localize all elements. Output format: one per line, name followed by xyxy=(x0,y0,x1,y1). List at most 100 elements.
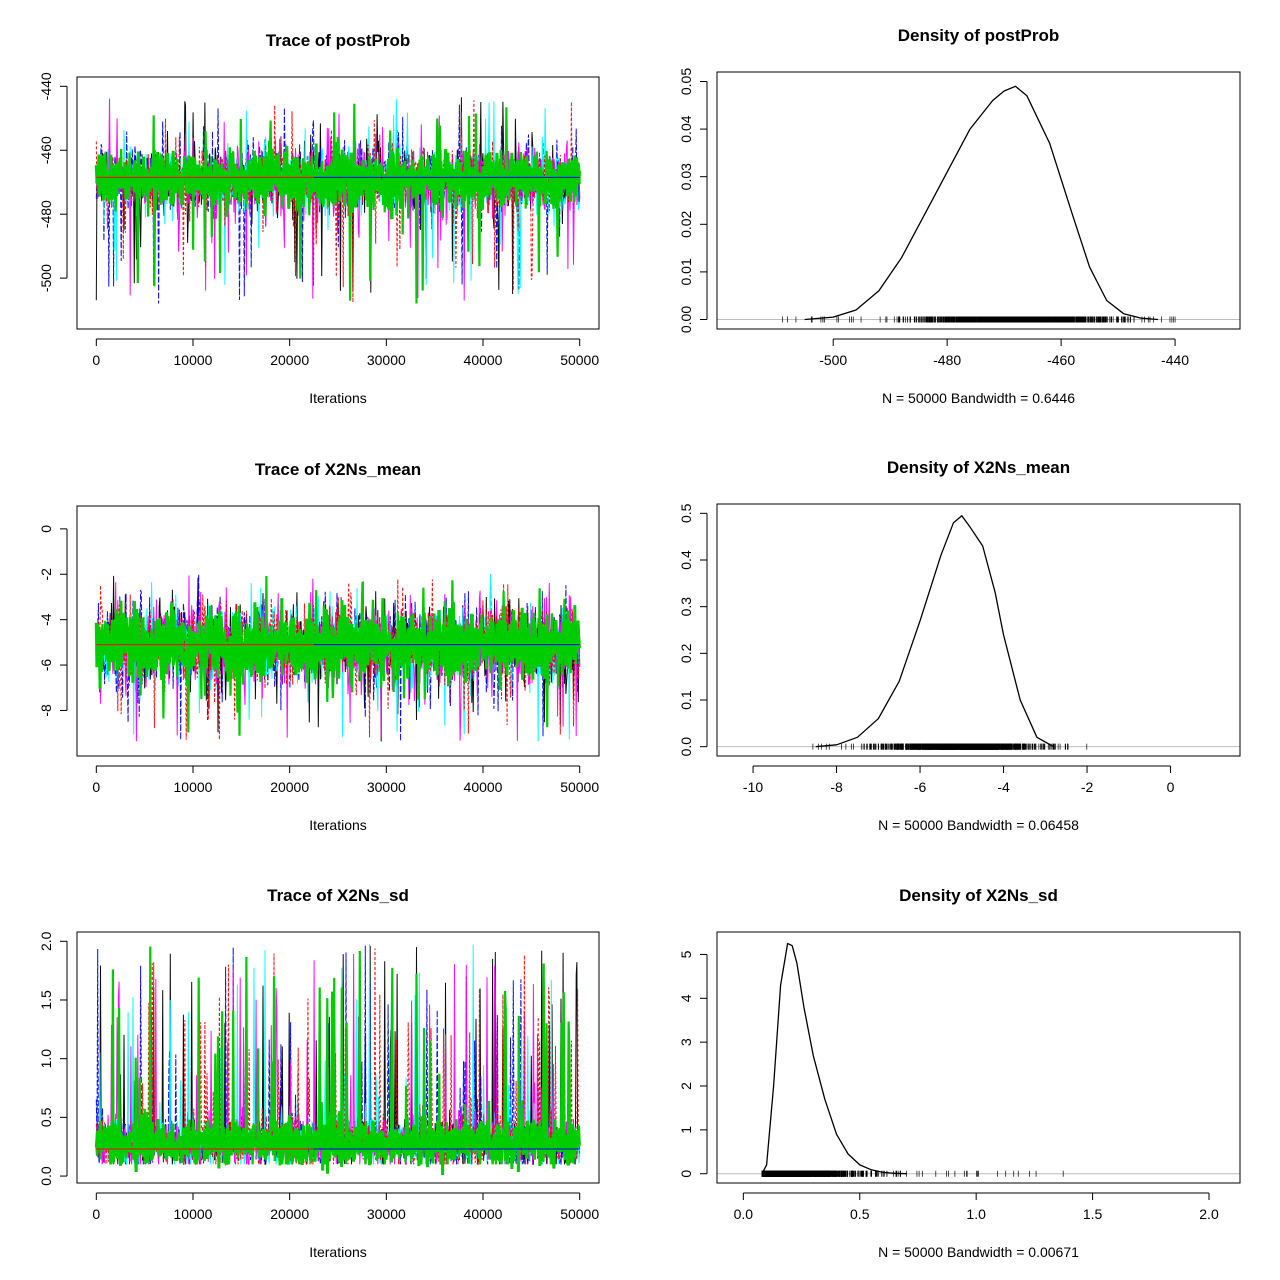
panel-6: Density of X2Ns_sd 0.0 0.5 1.0 1.5 2.0 N = 500… xyxy=(678,886,1241,1260)
plot-frame xyxy=(716,71,1241,330)
x-tick-label: -480 xyxy=(933,352,961,368)
x-tick-label: -4 xyxy=(997,779,1010,795)
x-axis-label: Iterations xyxy=(309,390,367,406)
y-tick-label: 0.01 xyxy=(678,258,694,285)
plot-frame xyxy=(76,505,600,757)
x-tick-label: -6 xyxy=(914,779,927,795)
x-tick-label: 10000 xyxy=(174,779,213,795)
chart-title: Density of postProb xyxy=(898,26,1060,45)
y-tick-label: -2 xyxy=(38,568,54,581)
x-tick-label: 50000 xyxy=(560,779,599,795)
plot-area xyxy=(717,942,1240,1177)
y-tick-label: 1 xyxy=(678,1126,694,1134)
x-tick-label: 40000 xyxy=(464,1206,503,1222)
y-tick-label: 0.02 xyxy=(678,210,694,237)
y-tick-label: 0.5 xyxy=(678,503,694,523)
y-tick-label: -8 xyxy=(38,704,54,717)
plot-area xyxy=(717,85,1240,323)
plot-area xyxy=(717,515,1240,750)
x-tick-label: 20000 xyxy=(270,1206,309,1222)
y-tick-label: -440 xyxy=(38,72,54,100)
chart-title: Density of X2Ns_mean xyxy=(887,458,1070,477)
y-tick-label: 2.0 xyxy=(38,931,54,951)
x-tick-label: -10 xyxy=(743,779,763,795)
plot-frame xyxy=(76,931,600,1184)
y-tick-label: -460 xyxy=(38,136,54,164)
y-tick-label: 1.0 xyxy=(38,1049,54,1069)
y-tick-label: 0.4 xyxy=(678,550,694,570)
panel-3: Trace of X2Ns_mean 0 10000 20000 30000 40000 5… xyxy=(38,460,600,833)
x-tick-label: 40000 xyxy=(464,779,503,795)
x-tick-label: 1.5 xyxy=(1083,1206,1103,1222)
y-tick-label: 0.04 xyxy=(678,115,694,142)
x-tick-label: 50000 xyxy=(560,352,599,368)
trace-band xyxy=(94,598,582,690)
y-tick-label: 0.0 xyxy=(38,1166,54,1186)
panel-2: Density of postProb -500 -480 -460 -440 N = 5… xyxy=(678,26,1241,406)
y-tick-label: -480 xyxy=(38,200,54,228)
x-tick-label: 10000 xyxy=(174,352,213,368)
x-axis-label: N = 50000 Bandwidth = 0.06458 xyxy=(878,817,1079,833)
x-tick-label: 0.5 xyxy=(850,1206,870,1222)
x-tick-label: 50000 xyxy=(560,1206,599,1222)
rug xyxy=(812,743,1088,750)
x-tick-label: 0 xyxy=(92,779,100,795)
y-tick-label: 0.3 xyxy=(678,597,694,617)
plot-area xyxy=(94,574,582,742)
rug xyxy=(761,1170,1064,1177)
chart-title: Density of X2Ns_sd xyxy=(899,886,1058,905)
x-tick-label: 0 xyxy=(1167,779,1175,795)
plot-frame xyxy=(716,931,1241,1184)
x-tick-label: 30000 xyxy=(367,779,406,795)
x-tick-label: 10000 xyxy=(174,1206,213,1222)
y-tick-label: 0.0 xyxy=(678,737,694,757)
x-tick-label: 0.0 xyxy=(734,1206,754,1222)
y-tick-label: 0.00 xyxy=(678,306,694,333)
plot-area xyxy=(94,97,582,304)
y-tick-label: 3 xyxy=(678,1038,694,1046)
y-tick-label: 0.1 xyxy=(678,690,694,710)
chart-title: Trace of X2Ns_mean xyxy=(255,460,421,479)
y-tick-label: 0.03 xyxy=(678,163,694,190)
x-axis-label: Iterations xyxy=(309,1244,367,1260)
x-tick-label: 40000 xyxy=(464,352,503,368)
x-tick-label: 1.0 xyxy=(966,1206,986,1222)
panel-5: Trace of X2Ns_sd 0 10000 20000 30000 40000 500… xyxy=(38,886,600,1260)
plot-area xyxy=(94,944,582,1176)
trace-band xyxy=(94,1114,582,1176)
x-axis-label: N = 50000 Bandwidth = 0.00671 xyxy=(878,1244,1079,1260)
trace-line-chain-3 xyxy=(95,103,581,304)
y-tick-label: 4 xyxy=(678,994,694,1002)
x-tick-label: 30000 xyxy=(367,1206,406,1222)
y-tick-label: 0 xyxy=(38,525,54,533)
y-tick-label: 5 xyxy=(678,950,694,958)
x-tick-label: 30000 xyxy=(367,352,406,368)
chart-title: Trace of postProb xyxy=(266,31,411,50)
plot-frame xyxy=(716,503,1241,757)
x-tick-label: -8 xyxy=(830,779,843,795)
x-tick-label: 2.0 xyxy=(1199,1206,1219,1222)
chart-title: Trace of X2Ns_sd xyxy=(267,886,409,905)
y-tick-label: 2 xyxy=(678,1082,694,1090)
x-axis-label: N = 50000 Bandwidth = 0.6446 xyxy=(882,390,1075,406)
x-tick-label: 0 xyxy=(92,1206,100,1222)
x-tick-label: -2 xyxy=(1081,779,1094,795)
density-curve xyxy=(761,942,907,1175)
x-tick-label: -460 xyxy=(1047,352,1075,368)
trace-band xyxy=(94,143,582,220)
density-curve xyxy=(804,85,1159,321)
x-tick-label: 20000 xyxy=(270,779,309,795)
y-tick-label: -4 xyxy=(38,613,54,626)
y-tick-label: 0.5 xyxy=(38,1107,54,1127)
y-tick-label: 1.5 xyxy=(38,990,54,1010)
density-curve xyxy=(815,515,1054,748)
y-tick-label: -500 xyxy=(38,264,54,292)
panel-1: Trace of postProb 0 10000 20000 30000 40000 50… xyxy=(38,31,600,406)
x-tick-label: 20000 xyxy=(270,352,309,368)
x-tick-label: 0 xyxy=(92,352,100,368)
y-tick-label: 0.05 xyxy=(678,68,694,95)
y-tick-label: -6 xyxy=(38,659,54,672)
x-tick-label: -500 xyxy=(819,352,847,368)
y-tick-label: 0.2 xyxy=(678,643,694,663)
